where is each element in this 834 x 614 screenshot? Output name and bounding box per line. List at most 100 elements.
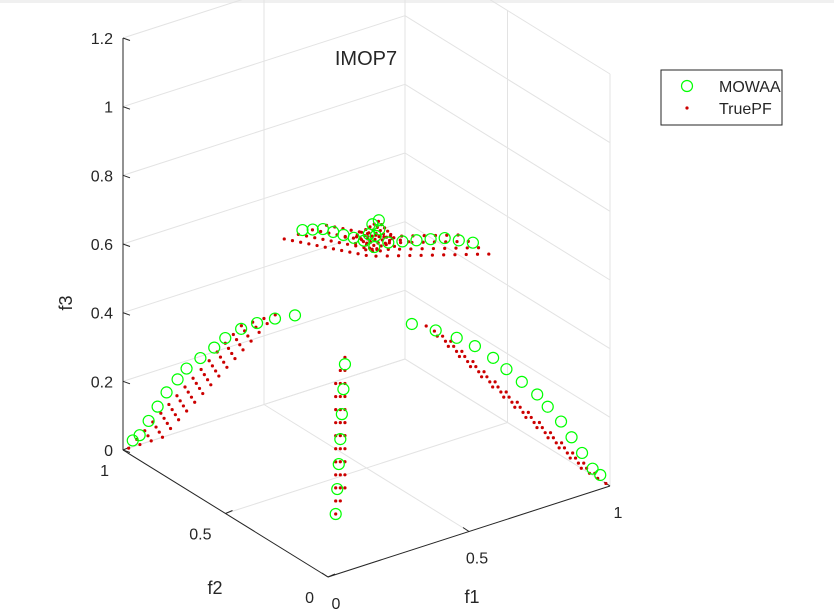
truepf-point — [386, 229, 390, 233]
truepf-point — [374, 254, 378, 258]
truepf-point — [194, 381, 198, 385]
truepf-point — [466, 359, 470, 364]
truepf-point — [457, 354, 462, 359]
truepf-point — [127, 446, 131, 450]
truepf-point — [546, 436, 550, 440]
truepf-point — [386, 247, 390, 251]
truepf-point — [475, 252, 480, 256]
truepf-point — [377, 235, 381, 239]
mowaa-point — [180, 362, 193, 375]
truepf-point — [340, 248, 344, 253]
truepf-point — [454, 349, 459, 353]
mowaa-point — [487, 351, 500, 364]
truepf-point — [343, 235, 347, 239]
truepf-point — [222, 360, 226, 364]
z-tick-label: 0.8 — [91, 168, 113, 185]
truepf-point — [409, 247, 413, 251]
truepf-point — [257, 330, 261, 334]
truepf-point — [238, 343, 242, 347]
truepf-point — [331, 247, 336, 251]
truepf-point — [323, 245, 327, 249]
truepf-point — [315, 243, 319, 248]
mowaa-point — [541, 400, 554, 413]
truepf-point — [476, 246, 481, 250]
mowaa-point — [335, 408, 348, 421]
truepf-point — [199, 367, 203, 372]
truepf-point — [338, 499, 342, 503]
mowaa-point — [268, 312, 282, 325]
truepf-point — [338, 486, 342, 490]
wall-grid-line — [122, 0, 243, 39]
truepf-point — [521, 410, 525, 414]
truepf-point — [191, 376, 195, 380]
mowaa-point — [565, 431, 578, 444]
truepf-point — [496, 385, 500, 389]
truepf-point — [321, 237, 325, 241]
wall-grid-line — [122, 15, 406, 108]
x-tick-label: 0 — [332, 596, 341, 613]
truepf-point — [576, 461, 581, 465]
mowaa-point — [160, 386, 173, 399]
truepf-point — [343, 394, 347, 399]
mowaa-point — [219, 331, 232, 345]
truepf-point — [348, 250, 352, 254]
mowaa-point — [575, 446, 589, 460]
truepf-point — [239, 324, 243, 328]
truepf-point — [343, 421, 347, 425]
truepf-point — [504, 390, 508, 394]
mowaa-point — [194, 351, 207, 365]
truepf-point — [474, 365, 478, 369]
legend[interactable]: MOWAA TruePF — [660, 69, 783, 126]
truepf-point — [543, 431, 547, 435]
z-tick-mark — [122, 37, 131, 41]
mowaa-point — [531, 388, 544, 401]
truepf-point — [160, 435, 165, 439]
y-tick-mark — [225, 510, 233, 514]
z-tick-label: 1 — [104, 100, 113, 117]
truepf-point — [491, 385, 495, 389]
truepf-point — [334, 394, 338, 399]
truepf-point — [249, 339, 253, 343]
truepf-point — [214, 369, 218, 373]
truepf-point — [398, 238, 402, 242]
z-tick-mark — [122, 106, 131, 110]
truepf-point — [299, 240, 303, 244]
truepf-point — [234, 338, 239, 342]
truepf-point — [262, 316, 266, 321]
truepf-series — [127, 219, 608, 516]
mowaa-point — [500, 363, 513, 376]
legend-mowaa-marker — [680, 79, 694, 93]
y-tick-mark — [327, 573, 336, 578]
truepf-point — [361, 239, 366, 244]
truepf-point — [230, 351, 234, 356]
wall-grid-line — [404, 15, 611, 144]
truepf-point — [310, 228, 315, 232]
truepf-point — [149, 439, 153, 443]
truepf-point — [387, 238, 392, 243]
truepf-point — [226, 346, 231, 350]
mowaa-point — [235, 322, 248, 335]
truepf-point — [488, 380, 492, 384]
truepf-point — [573, 456, 578, 460]
truepf-point — [535, 425, 539, 430]
mowaa-point — [250, 316, 264, 330]
truepf-point — [246, 334, 250, 338]
wall-grid-line — [404, 221, 611, 350]
z-tick-mark — [122, 174, 131, 179]
truepf-point — [282, 237, 286, 241]
truepf-point — [178, 399, 182, 403]
truepf-point — [210, 364, 215, 368]
truepf-point — [399, 241, 403, 245]
truepf-point — [370, 234, 374, 238]
truepf-point — [471, 359, 475, 364]
truepf-point — [231, 332, 235, 337]
truepf-point — [499, 390, 503, 394]
truepf-point — [430, 253, 434, 257]
truepf-point — [225, 365, 229, 369]
truepf-point — [349, 228, 353, 232]
mowaa-point — [288, 309, 302, 322]
truepf-point — [193, 400, 197, 404]
x-tick-label: 0.5 — [466, 551, 488, 568]
wall-grid-line — [404, 83, 611, 212]
